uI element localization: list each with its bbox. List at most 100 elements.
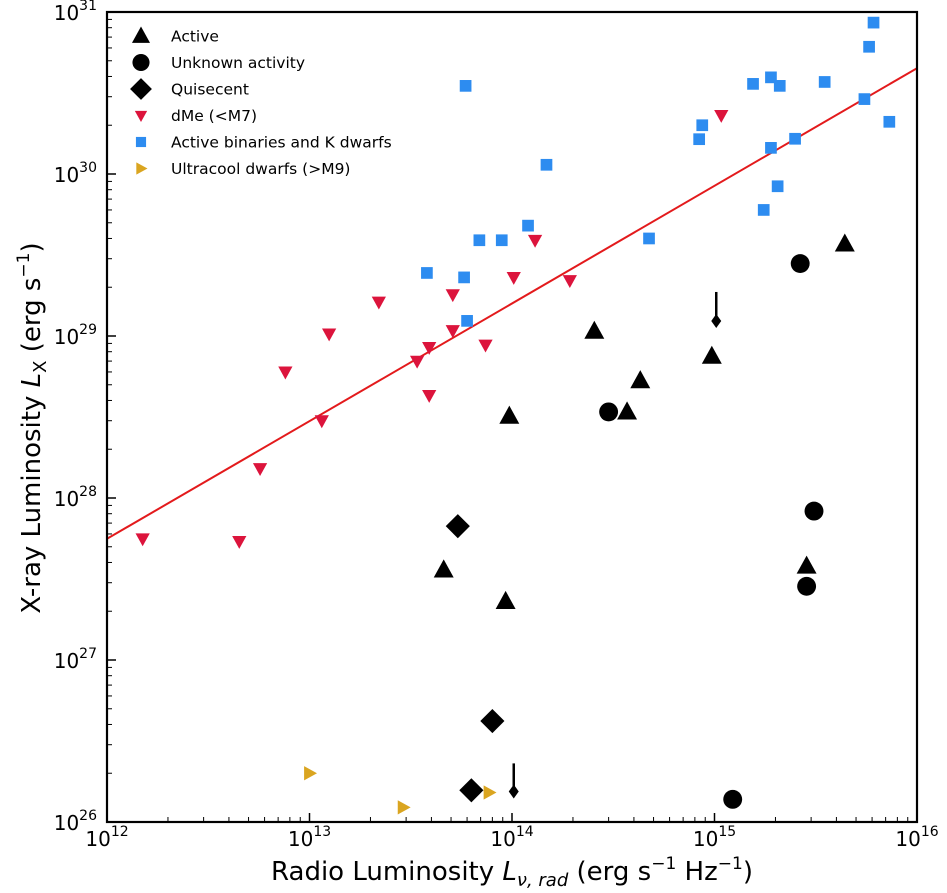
point-series-4-21 — [771, 180, 784, 193]
point-series-4-0 — [459, 80, 472, 92]
point-series-4-22 — [757, 204, 770, 216]
point-series-3-16 — [714, 110, 729, 123]
point-series-3-4 — [314, 415, 329, 429]
legend-label-1: Unknown activity — [171, 54, 305, 72]
point-series-0-3 — [617, 401, 638, 420]
point-series-0-4 — [499, 405, 520, 424]
y-tick-label-2: 1028 — [54, 484, 97, 511]
legend-label-0: Active — [171, 28, 219, 46]
legend-marker-1 — [132, 53, 150, 72]
series-1 — [599, 254, 824, 809]
y-tick-label-3: 1029 — [54, 322, 97, 349]
point-series-5-1 — [397, 800, 411, 815]
point-series-5-0 — [304, 766, 317, 781]
y-tick-label-0: 1026 — [54, 808, 97, 835]
legend-marker-5 — [136, 162, 148, 175]
point-series-3-8 — [422, 342, 437, 355]
point-series-4-20 — [789, 132, 801, 145]
point-series-3-7 — [409, 355, 425, 369]
y-tick-label-5: 1031 — [54, 0, 97, 25]
x-axis-title: Radio Luminosity Lν, rad (erg s−1 Hz−1) — [271, 854, 753, 891]
y-axis-title: X-ray Luminosity LX (erg s−1) — [14, 242, 51, 613]
point-series-0-0 — [584, 320, 605, 339]
point-series-1-2 — [804, 501, 824, 521]
point-series-4-16 — [863, 40, 875, 53]
legend: Active Unknown activity Quisecent dMe (<M7)… — [130, 26, 392, 178]
point-series-2-1 — [480, 708, 505, 734]
point-series-3-5 — [321, 328, 337, 342]
point-series-4-11 — [747, 78, 759, 90]
point-series-3-6 — [371, 296, 386, 310]
point-series-3-15 — [562, 275, 577, 289]
point-series-0-7 — [495, 590, 516, 609]
point-series-3-2 — [252, 463, 268, 477]
point-series-5-2 — [483, 785, 497, 800]
point-series-2-2 — [459, 778, 484, 803]
point-series-3-11 — [445, 325, 460, 339]
point-series-4-1 — [540, 158, 553, 171]
point-series-4-8 — [461, 315, 473, 327]
point-series-4-10 — [696, 119, 709, 132]
point-series-3-0 — [135, 533, 150, 547]
legend-marker-4 — [135, 136, 147, 148]
point-series-4-6 — [421, 267, 433, 279]
upper-limits-layer — [508, 291, 722, 799]
x-tick-label-0: 1012 — [85, 824, 128, 851]
point-series-3-1 — [232, 535, 247, 549]
point-series-1-3 — [797, 576, 817, 596]
legend-marker-3 — [134, 110, 148, 122]
point-series-4-17 — [867, 16, 880, 29]
upper-limit-arrow-0 — [711, 314, 722, 329]
legend-label-2: Quisecent — [171, 81, 249, 99]
point-series-3-3 — [278, 366, 293, 380]
series-5 — [304, 766, 497, 815]
point-series-0-6 — [433, 559, 454, 578]
point-series-0-8 — [796, 555, 817, 574]
axis-ticks: 1012 1013 1014 1015 1016 1026 1027 1028 1029 1030… — [54, 0, 939, 851]
point-series-3-14 — [527, 234, 543, 248]
legend-marker-2 — [130, 78, 152, 100]
point-series-0-5 — [834, 233, 855, 252]
y-tick-label-4: 1030 — [54, 160, 97, 187]
fit-line-layer — [107, 67, 917, 540]
point-series-4-9 — [693, 133, 706, 146]
point-series-4-12 — [765, 71, 777, 84]
point-series-3-9 — [422, 389, 437, 403]
point-series-4-3 — [473, 234, 486, 247]
point-series-4-5 — [643, 232, 655, 245]
data-marks-layer — [135, 16, 896, 815]
legend-marker-0 — [131, 26, 151, 43]
series-2 — [445, 514, 505, 803]
point-series-4-15 — [858, 93, 871, 105]
point-series-2-0 — [445, 514, 470, 539]
series-0 — [433, 233, 855, 609]
point-series-4-13 — [773, 80, 786, 92]
point-series-1-4 — [723, 789, 743, 809]
point-series-4-4 — [495, 234, 508, 247]
point-series-1-0 — [790, 254, 810, 274]
x-tick-label-3: 1015 — [693, 824, 736, 851]
point-series-4-14 — [818, 76, 831, 88]
fit-line — [107, 67, 917, 540]
legend-label-3: dMe (<M7) — [171, 107, 257, 125]
legend-label-4: Active binaries and K dwarfs — [171, 134, 392, 152]
series-3 — [135, 110, 729, 549]
legend-label-5: Ultracool dwarfs (>M9) — [171, 160, 350, 178]
point-series-4-18 — [883, 115, 896, 128]
x-tick-label-4: 1016 — [895, 824, 938, 851]
point-series-4-19 — [765, 142, 777, 154]
x-tick-label-1: 1013 — [288, 824, 331, 851]
upper-limit-arrow-1 — [508, 784, 519, 799]
point-series-1-1 — [599, 402, 619, 422]
point-series-3-10 — [445, 289, 460, 303]
point-series-0-2 — [630, 370, 651, 389]
x-tick-label-2: 1014 — [490, 824, 533, 851]
series-4 — [421, 16, 896, 327]
point-series-4-7 — [458, 271, 470, 284]
point-series-0-1 — [701, 345, 722, 364]
y-tick-label-1: 1027 — [54, 646, 97, 673]
point-series-3-12 — [478, 339, 493, 353]
point-series-3-13 — [506, 272, 521, 285]
point-series-4-2 — [522, 219, 534, 232]
